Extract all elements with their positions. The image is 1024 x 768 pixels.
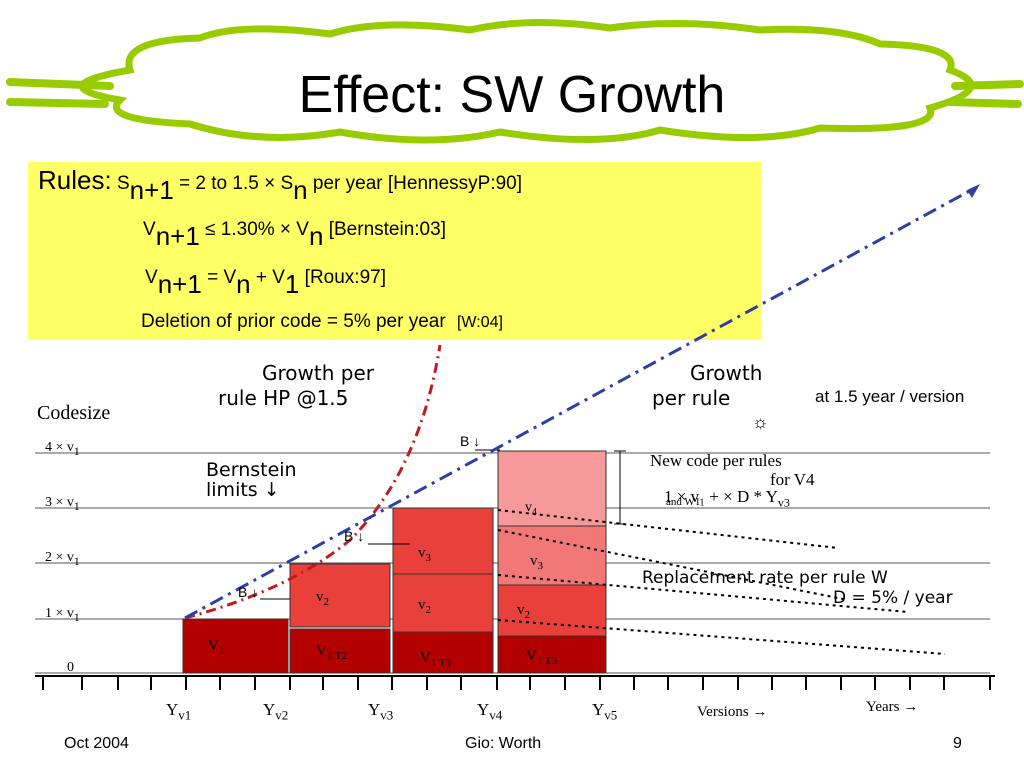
rules-box xyxy=(28,162,761,340)
sun-icon: ☼ xyxy=(752,412,769,432)
bar-v1t2-col2 xyxy=(289,628,391,674)
new-code-and: and W1 xyxy=(666,496,701,508)
b-mark-3: B ↓ xyxy=(460,433,481,449)
new-code-label-3: 1 × v₁ + × D * Yv3 xyxy=(664,487,790,510)
years-label: Years → xyxy=(866,699,919,715)
bar-label-v2-col3: v2 xyxy=(418,597,431,616)
growth-arrowhead xyxy=(967,184,980,198)
b-mark-1: B ↓ xyxy=(238,584,259,600)
rule-line-2: Vn+1 ≤ 1.30% × Vn [Bernstein:03] xyxy=(143,219,446,251)
bar-label-v1t2-col2: V1 T2 xyxy=(316,643,348,662)
x-tick-yv1: Yv1 xyxy=(166,700,192,723)
new-code-label-1: New code per rules xyxy=(650,451,782,470)
footer-date: Oct 2004 xyxy=(64,735,129,752)
x-tick-yv3: Yv3 xyxy=(368,700,394,723)
rule-line-4: Deletion of prior code = 5% per year [W:… xyxy=(141,311,503,332)
growth-hp-label-1: Growth per xyxy=(262,361,374,385)
versions-label: Versions → xyxy=(697,704,768,720)
y-tick-0: 0 xyxy=(67,660,74,675)
bernstein-label-1: Bernstein xyxy=(206,459,297,481)
x-tick-yv2: Yv2 xyxy=(263,700,289,723)
bar-label-v2-col2: v2 xyxy=(316,589,329,608)
x-tick-yv4: Yv4 xyxy=(477,700,503,723)
bar-v3-col3 xyxy=(392,507,494,575)
bernstein-label-2: limits ↓ xyxy=(206,479,280,501)
x-tick-yv5: Yv5 xyxy=(592,700,618,723)
growth-rule-label-2: per rule xyxy=(652,386,731,410)
growth-hp-label-2: rule HP @1.5 xyxy=(218,386,349,410)
bar-v4-col4 xyxy=(497,450,607,527)
dotted-line-1 xyxy=(497,509,839,549)
growth-rule-note: at 1.5 year / version xyxy=(815,387,965,406)
title-cloud xyxy=(6,19,1024,144)
bar-v1t3-col4 xyxy=(497,635,607,674)
dotted-line-4 xyxy=(497,619,946,655)
bar-v1-col1 xyxy=(182,618,289,674)
rule-line-1: Rules: Sn+1 = 2 to 1.5 × Sn per year [He… xyxy=(38,165,523,205)
rule-line-3: Vn+1 = Vn + V1 [Roux:97] xyxy=(145,267,386,299)
x-axis-ticks xyxy=(42,676,991,690)
growth-per-rule-line xyxy=(184,186,976,620)
hp-growth-curve xyxy=(184,344,442,620)
new-code-label-2: for V4 xyxy=(770,470,815,489)
page-number: 9 xyxy=(953,735,962,752)
replacement-label-2: D = 5% / year xyxy=(833,588,953,608)
y-axis-title: Codesize xyxy=(37,402,111,424)
y-tick-2v1: 2 × v1 xyxy=(45,550,80,568)
new-code-bracket xyxy=(614,450,626,525)
replacement-label-1: Replacement rate per rule W xyxy=(642,568,888,588)
bar-label-v2-col4: v2 xyxy=(517,602,530,621)
bar-v2-col2 xyxy=(289,563,391,628)
bar-v2-col4 xyxy=(497,584,607,637)
footer-author: Gio: Worth xyxy=(465,735,542,752)
bar-v3-col4 xyxy=(497,525,607,586)
y-tick-4v1: 4 × v1 xyxy=(45,440,80,458)
dotted-line-3 xyxy=(497,574,909,613)
b-mark-2: B ↓ xyxy=(344,528,365,544)
slide-title: Effect: SW Growth xyxy=(298,66,726,124)
bar-label-v4-col4: v4 xyxy=(525,500,537,518)
bar-label-v1t3-col4: V1 T3 xyxy=(526,648,558,667)
bar-v2-col3 xyxy=(392,573,494,633)
bar-label-v3-col3: v3 xyxy=(418,545,431,564)
bar-label-v3-col4: v3 xyxy=(530,553,543,572)
bar-label-v1-col1: V1 xyxy=(208,638,225,657)
y-tick-1v1: 1 × v1 xyxy=(45,606,80,624)
y-tick-3v1: 3 × v1 xyxy=(45,495,80,513)
bar-label-v1t3-col3: V1 T3 xyxy=(420,650,452,669)
rules-label: Rules: xyxy=(38,165,112,195)
growth-rule-label-1: Growth xyxy=(690,361,763,385)
